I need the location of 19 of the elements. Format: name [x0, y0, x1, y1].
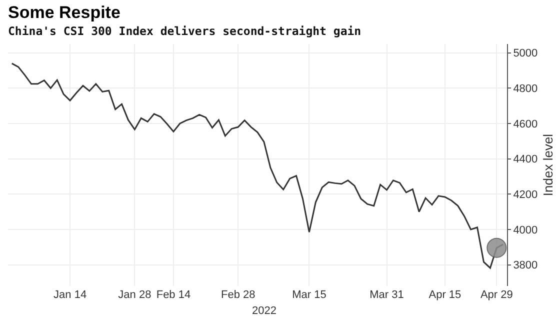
x-tick-label: Apr 15	[428, 289, 462, 301]
chart-title: Some Respite	[8, 3, 120, 23]
y-tick-label: 4400	[513, 154, 538, 166]
y-tick-label: 3800	[513, 260, 538, 272]
x-tick-label: Apr 29	[480, 289, 513, 301]
chart-subtitle: China's CSI 300 Index delivers second-straight gain	[8, 24, 362, 38]
y-tick-label: 5000	[513, 48, 538, 60]
y-tick-label: 4800	[513, 83, 538, 96]
y-axis-title: Index level	[540, 134, 556, 196]
text: 2022	[252, 305, 276, 317]
y-tick-label: 4200	[513, 189, 538, 201]
x-tick-label: Mar 31	[370, 289, 404, 301]
x-tick-label: Feb 28	[220, 289, 256, 301]
x-tick-label: Mar 15	[292, 289, 326, 301]
x-tick-label: Feb 14	[156, 289, 191, 301]
x-tick-label: Jan 28	[118, 289, 152, 301]
x-tick-label: Jan 14	[54, 289, 87, 301]
y-tick-label: 4000	[513, 224, 538, 236]
y-tick-label: 4600	[513, 118, 538, 130]
